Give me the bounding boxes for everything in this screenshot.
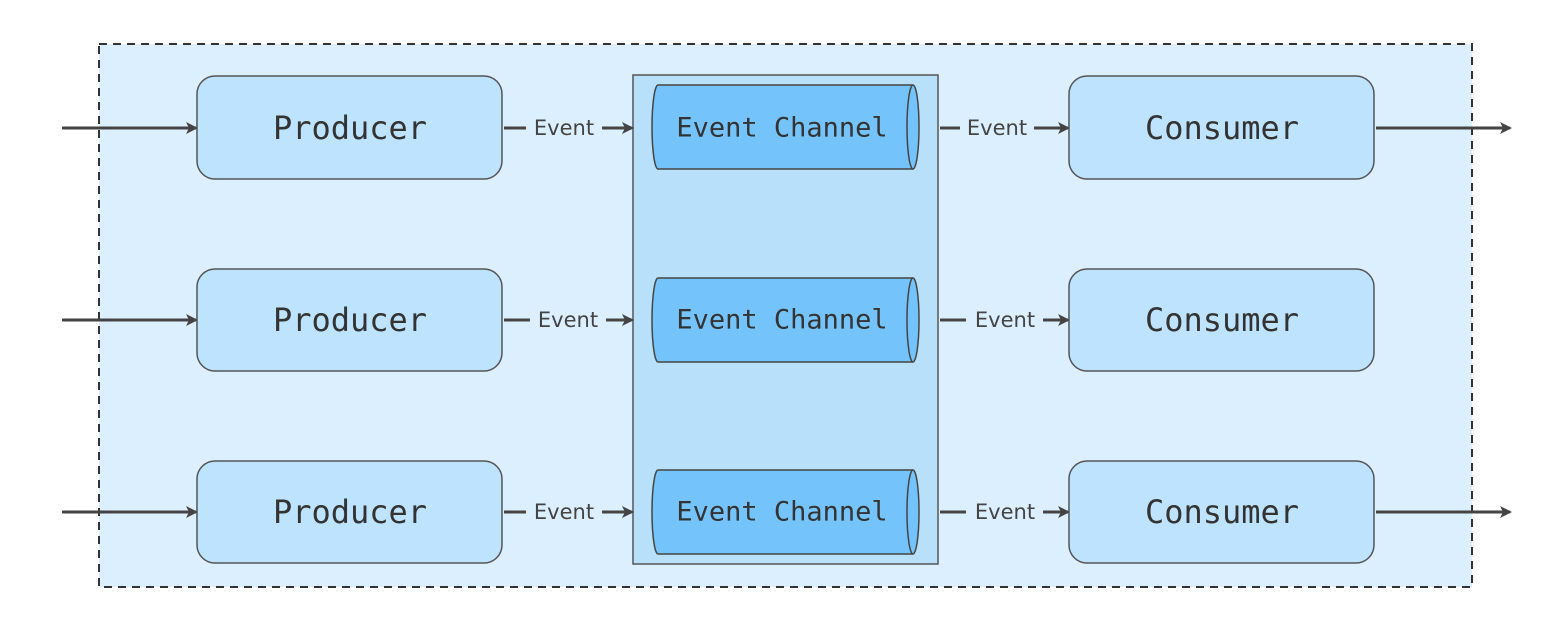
event-out-label: Event <box>967 116 1027 140</box>
row-1: Producer Event Event Channel Event Consu… <box>62 75 1512 180</box>
event-channel-label: Event Channel <box>676 497 887 528</box>
consumer-box[interactable] <box>1068 268 1375 372</box>
producer-box[interactable] <box>196 75 503 180</box>
producer-box[interactable] <box>196 268 503 372</box>
event-in-label: Event <box>534 116 594 140</box>
row-3: Producer Event Event Channel Event Consu… <box>62 460 1512 564</box>
consumer-label: Consumer <box>1145 109 1299 147</box>
event-channel-label: Event Channel <box>676 113 887 144</box>
consumer-label: Consumer <box>1145 493 1299 531</box>
event-channel-cylinder[interactable] <box>651 277 920 363</box>
row-2: Producer Event Event Channel Event Consu… <box>62 268 1375 372</box>
consumer-box[interactable] <box>1068 460 1375 564</box>
producer-label: Producer <box>273 301 427 339</box>
event-in-label: Event <box>534 500 594 524</box>
event-out-label: Event <box>975 308 1035 332</box>
producer-label: Producer <box>273 109 427 147</box>
consumer-label: Consumer <box>1145 301 1299 339</box>
producer-box[interactable] <box>196 460 503 564</box>
event-channel-cylinder[interactable] <box>651 84 920 170</box>
event-out-label: Event <box>975 500 1035 524</box>
event-in-label: Event <box>538 308 598 332</box>
event-channel-label: Event Channel <box>676 305 887 336</box>
event-channel-cylinder[interactable] <box>651 469 920 555</box>
producer-label: Producer <box>273 493 427 531</box>
consumer-box[interactable] <box>1068 75 1375 180</box>
